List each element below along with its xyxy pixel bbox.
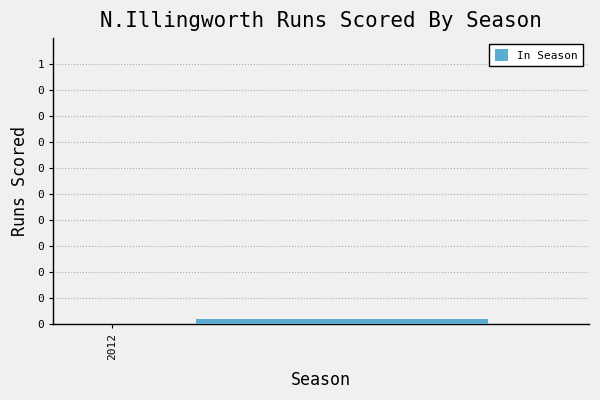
Y-axis label: Runs Scored: Runs Scored <box>11 126 29 236</box>
Title: N.Illingworth Runs Scored By Season: N.Illingworth Runs Scored By Season <box>100 11 542 31</box>
Legend: In Season: In Season <box>489 44 583 66</box>
X-axis label: Season: Season <box>291 371 351 389</box>
